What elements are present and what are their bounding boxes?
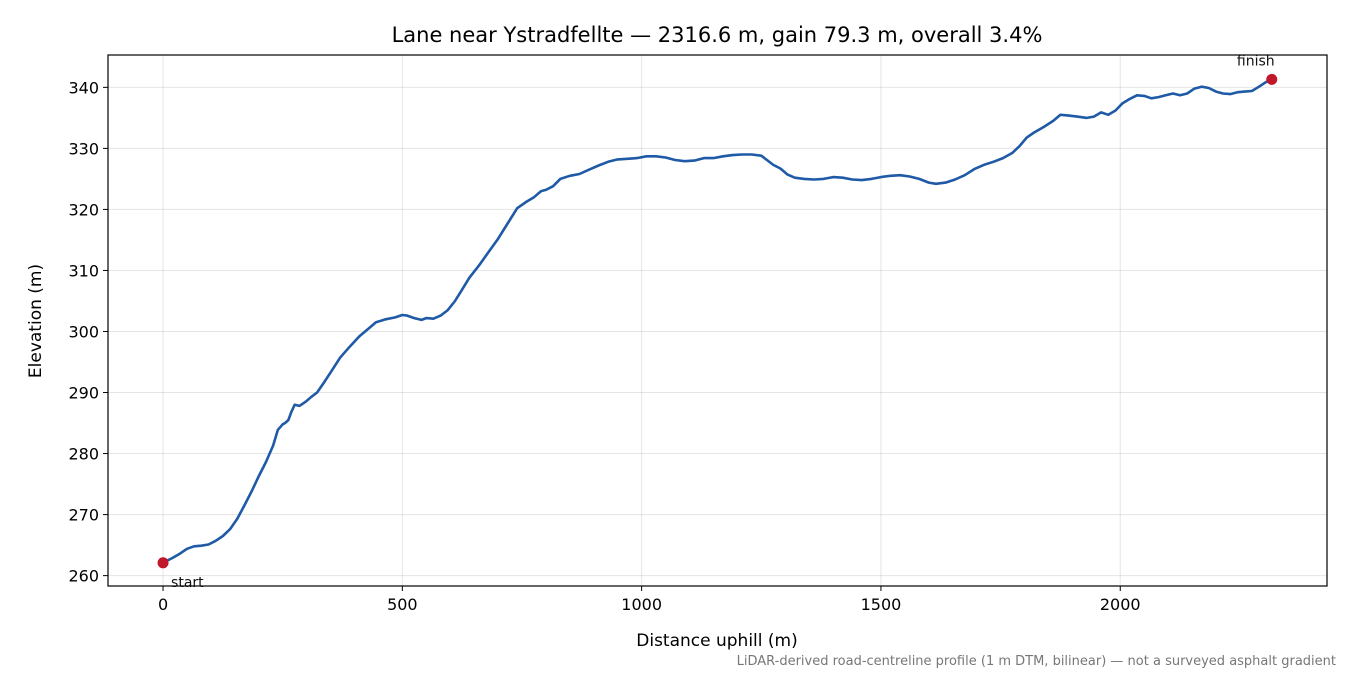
- x-axis-label: Distance uphill (m): [636, 631, 797, 651]
- x-tick-label: 2000: [1100, 595, 1141, 614]
- elevation-line: [161, 78, 1274, 565]
- y-tick-label: 270: [68, 506, 99, 525]
- plot-frame: [107, 54, 1328, 587]
- plot-area: start finish: [157, 53, 1278, 591]
- y-tick-label: 300: [68, 322, 99, 341]
- y-tick-label: 320: [68, 200, 99, 219]
- finish-marker: [1266, 73, 1278, 85]
- y-tick-label: 310: [68, 261, 99, 280]
- y-axis-label: Elevation (m): [26, 264, 46, 378]
- y-tick-label: 260: [68, 567, 99, 586]
- start-marker: [157, 557, 169, 569]
- axis-ticks: 0 500 1000 1500 2000 260 270 280 290 300 310 320 330…: [68, 78, 1140, 614]
- y-tick-label: 290: [68, 384, 99, 403]
- x-tick-label: 500: [387, 595, 418, 614]
- footnote: LiDAR-derived road-centreline profile (1…: [737, 654, 1336, 669]
- grid-lines: [108, 55, 1327, 586]
- y-tick-label: 330: [68, 139, 99, 158]
- chart-title: Lane near Ystradfellte — 2316.6 m, gain …: [392, 23, 1043, 47]
- x-tick-label: 0: [158, 595, 168, 614]
- start-label: start: [171, 575, 204, 591]
- y-tick-label: 340: [68, 78, 99, 97]
- x-tick-label: 1000: [621, 595, 662, 614]
- finish-label: finish: [1237, 53, 1275, 69]
- y-tick-label: 280: [68, 445, 99, 464]
- x-tick-label: 1500: [861, 595, 902, 614]
